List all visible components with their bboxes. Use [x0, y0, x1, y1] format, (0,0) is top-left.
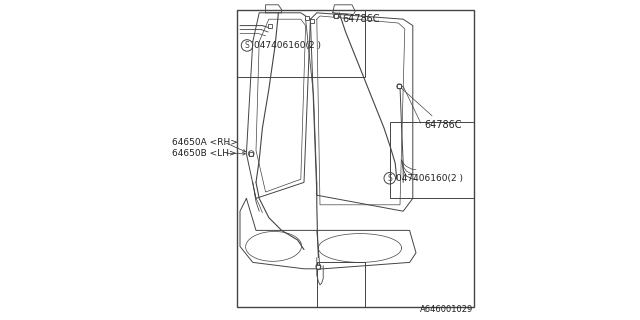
Text: A646001029: A646001029 [420, 305, 474, 314]
Text: 047406160(2 ): 047406160(2 ) [253, 41, 321, 50]
Bar [317, 262, 365, 307]
Bar [237, 10, 474, 307]
Bar [390, 122, 474, 198]
Text: 64650B <LH>: 64650B <LH> [172, 149, 237, 158]
Text: 64786C: 64786C [337, 13, 380, 24]
Text: 047406160(2 ): 047406160(2 ) [396, 174, 463, 183]
Text: 64650A <RH>: 64650A <RH> [172, 138, 238, 147]
Bar [237, 10, 365, 77]
Text: 64786C: 64786C [401, 88, 461, 131]
Text: S: S [387, 174, 392, 183]
Text: S: S [244, 41, 250, 50]
